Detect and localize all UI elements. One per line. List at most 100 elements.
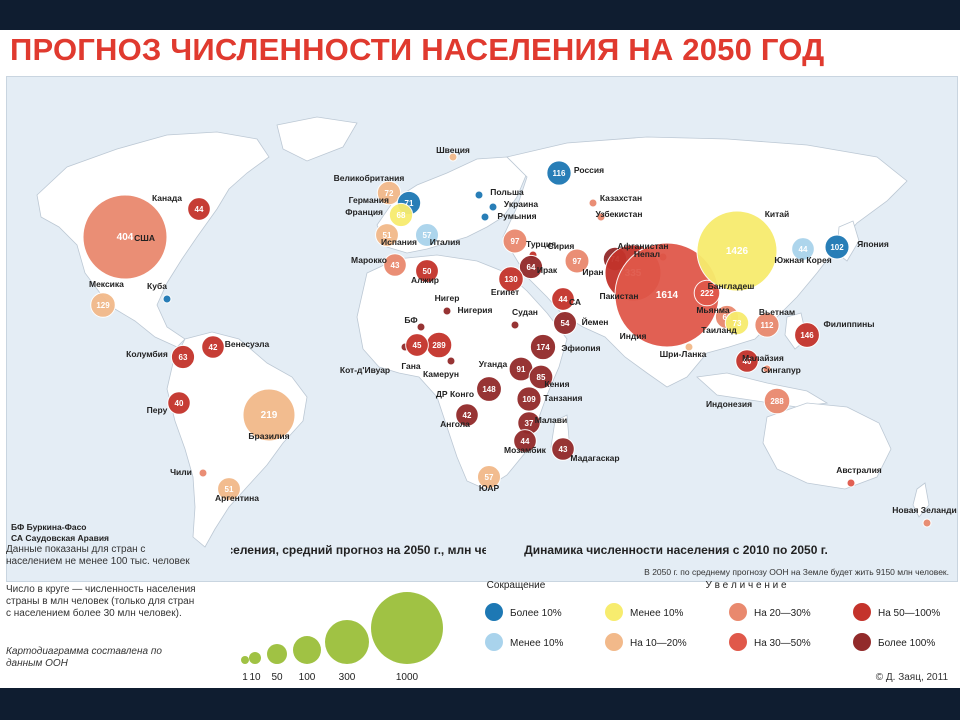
label-танзания: Танзания — [543, 393, 582, 403]
size-legend: Численность населения, средний прогноз н… — [231, 543, 486, 683]
bubble-китай — [696, 210, 778, 292]
slide: ПРОГНОЗ ЧИСЛЕННОСТИ НАСЕЛЕНИЯ НА 2050 ГО… — [0, 30, 960, 688]
label-новая-зеландия: Новая Зеландия — [892, 505, 957, 515]
label-германия: Германия — [349, 195, 389, 205]
label-йемен: Йемен — [582, 316, 609, 327]
bubble-египет — [498, 266, 524, 292]
bubble-вьетнам — [754, 312, 780, 338]
bubble-value-гана: 45 — [413, 341, 422, 350]
copyright: © Д. Заяц, 2011 — [876, 672, 949, 683]
map-title: ПРОГНОЗ ЧИСЛЕННОСТИ НАСЕЛЕНИЯ НА 2050 ГО… — [10, 32, 825, 67]
bubble-венесуэла — [201, 335, 225, 359]
bubble-value-ирак: 64 — [527, 263, 536, 272]
label-китай: Китай — [765, 209, 790, 219]
label-непал: Непал — [634, 249, 660, 259]
legend-note-source: Картодиаграмма составлена по данным ООН — [6, 646, 196, 670]
legend-note-coverage: Данные показаны для стран с населением н… — [6, 544, 190, 567]
label-южная-корея: Южная Корея — [774, 255, 831, 265]
size-legend-circles: 1 10 50 100 300 1000 — [241, 592, 443, 683]
label-чили: Чили — [170, 467, 192, 477]
size-value-1000: 1000 — [396, 672, 419, 683]
bubble-франция — [388, 202, 414, 228]
bubble-танзания — [516, 386, 542, 412]
label-уганда: Уганда — [479, 359, 508, 369]
bubble-value-са: 44 — [559, 295, 568, 304]
land-australia — [762, 402, 892, 490]
bubble-гана — [405, 333, 429, 357]
size-value-100: 100 — [299, 672, 316, 683]
bubble-value-италия: 57 — [423, 231, 432, 240]
bubble-румыния — [480, 212, 490, 222]
class-swatch-7 — [853, 633, 871, 651]
bubble-сша — [82, 194, 168, 280]
bubble-value-бангладеш: 222 — [700, 289, 714, 298]
label-швеция: Швеция — [436, 145, 470, 155]
land-europe — [376, 156, 528, 254]
label-кот-д-ивуар: Кот-д'Ивуар — [340, 365, 390, 375]
bubble-value-таиланд: 73 — [733, 319, 742, 328]
label-алжир: Алжир — [411, 275, 439, 285]
label-румыния: Румыния — [497, 211, 536, 221]
bubble-южная-корея — [791, 237, 815, 261]
label-испания: Испания — [381, 237, 417, 247]
label-япония: Япония — [857, 239, 889, 249]
map-footnote: В 2050 г. по среднему прогнозу ООН на Зе… — [644, 567, 949, 577]
class-label-6: На 50—100% — [878, 608, 940, 619]
label-казахстан: Казахстан — [600, 193, 642, 203]
label-бразилия: Бразилия — [248, 431, 289, 441]
bubble-value-вьетнам: 112 — [761, 321, 774, 330]
size-circle-100 — [293, 636, 321, 664]
bubble-казахстан — [588, 198, 598, 208]
class-label-0: Более 10% — [510, 608, 562, 619]
label-малави: Малави — [535, 415, 568, 425]
label-нигер: Нигер — [435, 293, 460, 303]
bubble-аргентина — [217, 477, 241, 501]
label-польша: Польша — [490, 187, 524, 197]
bubble-иран — [564, 248, 590, 274]
abbr-sa: СА Саудовская Аравия — [11, 533, 110, 543]
bubble-перу — [167, 391, 191, 415]
label-иран: Иран — [582, 267, 603, 277]
label-индонезия: Индонезия — [706, 399, 752, 409]
class-label-5: На 30—50% — [754, 638, 811, 649]
bubble-др-конго — [476, 376, 502, 402]
size-value-50: 50 — [271, 672, 283, 683]
label-бангладеш: Бангладеш — [708, 281, 755, 291]
size-circle-1000 — [371, 592, 443, 664]
bubble-value-др-конго: 148 — [482, 385, 496, 394]
map-svg: 4044412963424021951727168515711697649774… — [36, 116, 960, 577]
bubble-value-япония: 102 — [830, 243, 844, 252]
size-circle-300 — [325, 620, 369, 664]
legend-note-source-text: Картодиаграмма составлена по данным ООН — [6, 646, 162, 669]
bubble-value-кения: 85 — [537, 373, 546, 382]
bubble-бф — [416, 322, 426, 332]
bubble-россия — [546, 160, 572, 186]
label-мозамбик: Мозамбик — [504, 445, 547, 455]
bubble-филиппины — [794, 322, 820, 348]
bubble-судан — [510, 320, 520, 330]
bubble-value-марокко: 43 — [391, 261, 400, 270]
class-label-2: Менее 10% — [630, 608, 684, 619]
label-колумбия: Колумбия — [126, 349, 168, 359]
label-др-конго: ДР Конго — [436, 389, 474, 399]
class-label-7: Более 100% — [878, 638, 935, 649]
label-шри-ланка: Шри-Ланка — [660, 349, 707, 359]
bubble-марокко — [383, 253, 407, 277]
label-сингапур: Сингапур — [761, 365, 801, 375]
bubble-value-китай: 1426 — [726, 246, 749, 257]
class-swatch-6 — [853, 603, 871, 621]
class-label-4: На 20—30% — [754, 608, 811, 619]
label-кения: Кения — [544, 379, 569, 389]
bubble-value-перу: 40 — [175, 399, 184, 408]
country-labels: США Канада Мексика Куба Колумбия Венесуэла Пер… — [89, 145, 960, 515]
size-value-1: 1 — [242, 672, 248, 683]
label-таиланд: Таиланд — [701, 325, 737, 335]
bubble-турция — [502, 228, 528, 254]
bubble-value-канада: 44 — [195, 205, 204, 214]
bubble-бразилия — [242, 388, 296, 442]
label-сирия: Сирия — [548, 241, 575, 251]
bubble-швеция — [448, 152, 458, 162]
increase-header: У в е л и ч е н и е — [705, 580, 787, 591]
bubble-испания — [375, 223, 399, 247]
bubble-юар — [476, 464, 502, 490]
